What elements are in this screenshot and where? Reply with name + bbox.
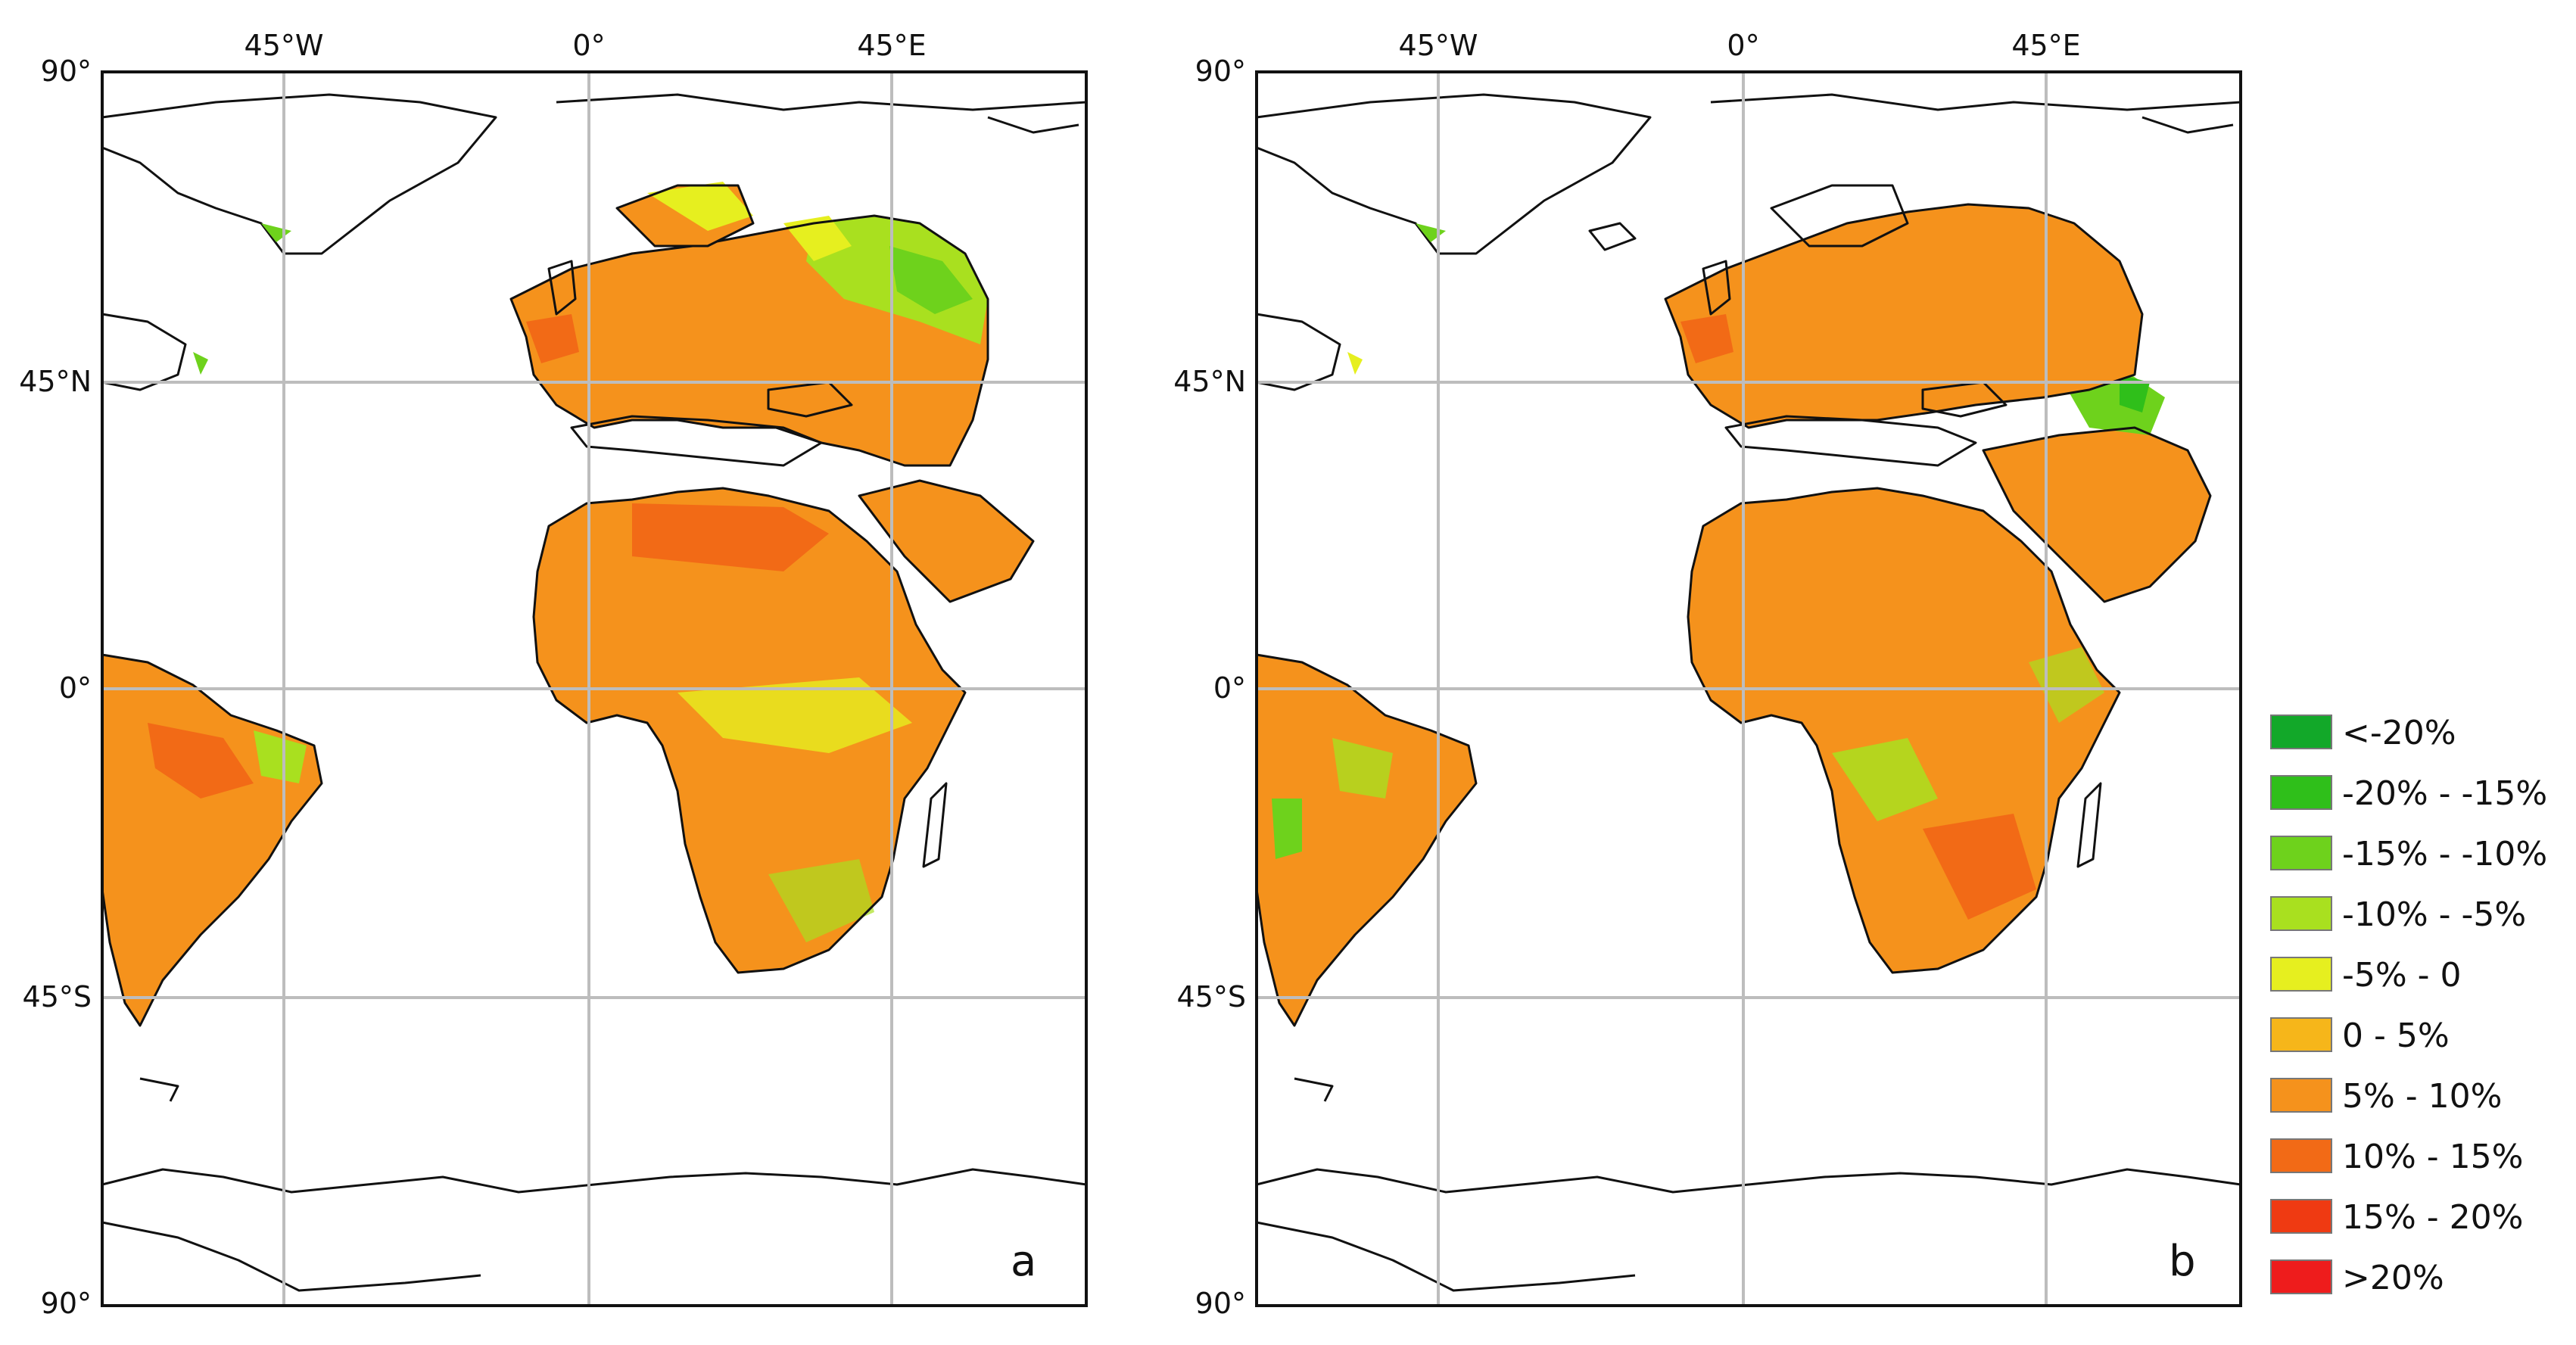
panel-a-lat-tick-0: 90° bbox=[41, 54, 92, 88]
legend-item: 15% - 20% bbox=[2270, 1198, 2523, 1237]
legend-item: 5% - 10% bbox=[2270, 1077, 2502, 1116]
panel-b-lon-tick-1: 0° bbox=[1727, 29, 1759, 62]
legend-label: -15% - -10% bbox=[2342, 835, 2547, 873]
legend-item: -20% - -15% bbox=[2270, 774, 2547, 813]
panel-b-lon-tick-0: 45°W bbox=[1399, 29, 1478, 62]
panel-b-lon-tick-2: 45°E bbox=[2011, 29, 2080, 62]
panel-b-africa bbox=[1687, 367, 2212, 974]
panel-b-antarctica bbox=[1256, 1077, 2241, 1292]
panel-a-south-america bbox=[101, 653, 323, 1027]
panel-b-label: b bbox=[2169, 1237, 2196, 1286]
map-panel-b: 45°W 0° 45°E 90° 45°N 0° 45°S 90° b bbox=[1173, 29, 2242, 1320]
panel-a-lon-tick-2: 45°E bbox=[857, 29, 926, 62]
panel-a-frame bbox=[101, 70, 1088, 1307]
panel-b-south-america bbox=[1255, 653, 1478, 1027]
legend-item: -5% - 0 bbox=[2270, 956, 2462, 995]
panel-a-lon-tick-1: 0° bbox=[572, 29, 605, 62]
legend-label: 0 - 5% bbox=[2342, 1017, 2450, 1055]
legend-label: 10% - 15% bbox=[2342, 1138, 2523, 1176]
legend-label: 15% - 20% bbox=[2342, 1198, 2523, 1237]
legend-item: -15% - -10% bbox=[2270, 835, 2547, 873]
map-panel-a: 45°W 0° 45°E 90° 45°N 0° 45°S 90° a bbox=[19, 29, 1088, 1320]
panel-b-lat-tick-2: 0° bbox=[1213, 671, 1246, 705]
legend-label: >20% bbox=[2342, 1259, 2444, 1297]
legend-item: 0 - 5% bbox=[2270, 1017, 2450, 1055]
panel-b-lat-tick-4: 90° bbox=[1195, 1287, 1246, 1320]
legend-swatch bbox=[2270, 836, 2332, 870]
panel-b-lat-tick-0: 90° bbox=[1195, 54, 1246, 88]
legend-label: -10% - -5% bbox=[2342, 895, 2526, 934]
legend-swatch bbox=[2270, 1017, 2332, 1052]
panel-b-frame bbox=[1255, 70, 2242, 1307]
panel-b-lat-tick-3: 45°S bbox=[1177, 980, 1246, 1013]
legend-item: >20% bbox=[2270, 1259, 2444, 1297]
panel-a-greenland bbox=[101, 93, 1087, 391]
panel-a-lat-tick-1: 45°N bbox=[19, 365, 92, 398]
legend-swatch bbox=[2270, 1078, 2332, 1113]
panel-a-lat-tick-4: 90° bbox=[41, 1287, 92, 1320]
panel-a-europe bbox=[509, 182, 989, 467]
legend-label: 5% - 10% bbox=[2342, 1077, 2502, 1116]
panel-a-africa bbox=[532, 479, 1035, 974]
legend-item: -10% - -5% bbox=[2270, 895, 2526, 934]
panel-b-graticule bbox=[1257, 72, 2241, 1306]
legend-swatch bbox=[2270, 715, 2332, 749]
legend-item: 10% - 15% bbox=[2270, 1138, 2523, 1176]
legend-label: <-20% bbox=[2342, 714, 2456, 752]
legend-label: -5% - 0 bbox=[2342, 956, 2462, 995]
panel-b-europe bbox=[1588, 184, 2144, 467]
legend-label: -20% - -15% bbox=[2342, 774, 2547, 813]
panel-a-graticule bbox=[102, 72, 1086, 1306]
legend-item: <-20% bbox=[2270, 714, 2456, 752]
panel-b-lat-tick-1: 45°N bbox=[1173, 365, 1246, 398]
panel-a-lat-tick-3: 45°S bbox=[23, 980, 92, 1013]
panel-a-antarctica bbox=[101, 1077, 1087, 1292]
legend-swatch bbox=[2270, 896, 2332, 931]
legend-swatch bbox=[2270, 957, 2332, 992]
panel-a-label: a bbox=[1011, 1237, 1036, 1286]
legend: <-20% -20% - -15% -15% - -10% -10% - -5% -5%… bbox=[2270, 714, 2547, 1297]
panel-a-lat-tick-2: 0° bbox=[59, 671, 92, 705]
legend-swatch bbox=[2270, 1259, 2332, 1294]
legend-swatch bbox=[2270, 775, 2332, 810]
panel-a-lon-tick-0: 45°W bbox=[245, 29, 324, 62]
legend-swatch bbox=[2270, 1138, 2332, 1173]
legend-swatch bbox=[2270, 1199, 2332, 1234]
